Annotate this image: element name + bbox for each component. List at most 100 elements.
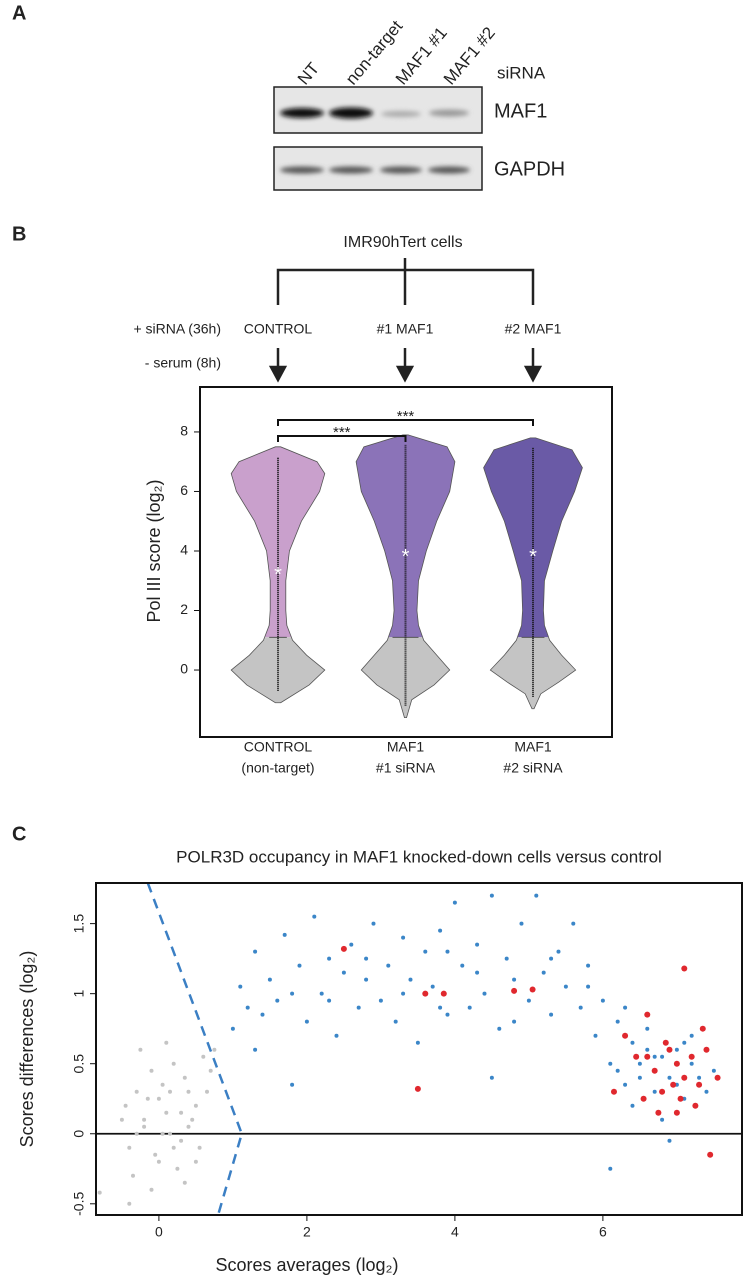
point [659,1088,666,1095]
point [175,1166,180,1171]
point [156,1096,161,1101]
point [593,1033,598,1038]
point [349,942,354,947]
x-tick-label: (non-target) [241,760,314,776]
significance-label: *** [333,424,351,441]
point [312,914,317,919]
median-star: * [529,546,537,568]
point [341,970,346,975]
point [127,1145,132,1150]
point [610,1088,617,1095]
point [290,991,295,996]
point [319,991,324,996]
guide-line [146,882,244,1216]
point [160,1082,165,1087]
point [201,1054,206,1059]
point [652,1054,657,1059]
bands [280,107,469,119]
point [512,977,517,982]
point [204,1089,209,1094]
condition-label: + siRNA (36h) [133,321,221,337]
point [401,991,406,996]
point [623,1082,628,1087]
point [697,1075,702,1080]
point [238,984,243,989]
point [267,977,272,982]
point [156,1159,161,1164]
point [186,1124,191,1129]
point [670,1081,677,1088]
point [674,1047,679,1052]
point [645,1047,650,1052]
point [378,998,383,1003]
y-tick-label: 0.5 [71,1054,87,1074]
point [511,987,518,994]
point [504,956,509,961]
point [666,1046,673,1053]
point [253,1047,258,1052]
point [681,1074,688,1081]
x-tick-label: #1 siRNA [376,760,436,776]
significance-label: *** [397,408,415,425]
violin-outline [483,437,583,710]
point [190,1117,195,1122]
point [160,1131,165,1136]
point [615,1019,620,1024]
y-axis-label: Pol III score (log₂) [144,479,164,622]
panel-label: C [12,823,26,845]
point [164,1110,169,1115]
y-tick-label: 0 [71,1130,87,1138]
point [452,900,457,905]
point [193,1159,198,1164]
point [578,1005,583,1010]
point [153,1152,158,1157]
point [600,998,605,1003]
point [660,1054,665,1059]
point [127,1201,132,1206]
median-star: * [274,564,282,586]
x-tick-label: #2 siRNA [503,760,563,776]
point [327,956,332,961]
y-tick-label: -0.5 [71,1192,87,1216]
point [563,984,568,989]
point [138,1047,143,1052]
point [644,1011,651,1018]
point [677,1095,684,1102]
point [142,1124,147,1129]
point [164,1040,169,1045]
point [689,1033,694,1038]
median-star: * [402,546,410,568]
point [260,1012,265,1017]
point [571,921,576,926]
violin-outline [355,434,456,719]
point [245,1005,250,1010]
point [655,1109,662,1116]
bands [280,166,470,174]
point [512,1019,517,1024]
point [497,1026,502,1031]
group-label: #1 MAF1 [377,321,434,337]
point [445,1012,450,1017]
point [526,998,531,1003]
panel-label: B [12,223,26,245]
point [630,1103,635,1108]
point [149,1068,154,1073]
point [119,1117,124,1122]
point [371,921,376,926]
x-tick-label: 2 [303,1224,311,1240]
point [430,984,435,989]
point [171,1061,176,1066]
point [364,977,369,982]
point [482,991,487,996]
point [529,986,536,993]
point [644,1053,651,1060]
x-tick-label: 4 [451,1224,459,1240]
y-tick-label: 4 [180,542,188,558]
point [541,970,546,975]
point [193,1103,198,1108]
point [622,1032,629,1039]
point [340,945,347,952]
point [364,956,369,961]
point [253,949,258,954]
